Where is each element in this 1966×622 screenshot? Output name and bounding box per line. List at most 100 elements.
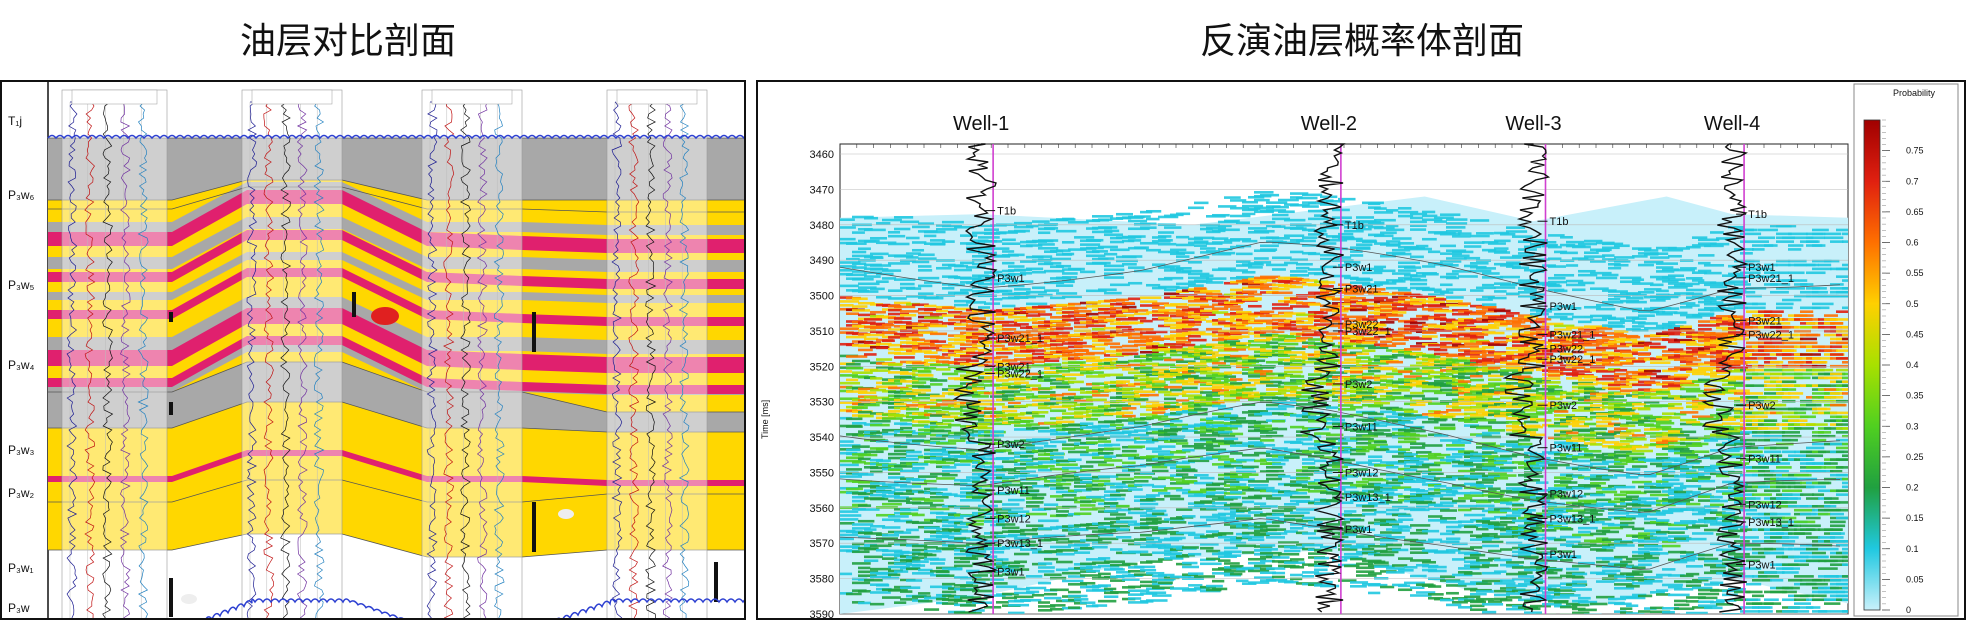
prob-cell	[1296, 317, 1314, 321]
prob-cell	[984, 473, 1005, 477]
prob-cell	[1050, 467, 1069, 471]
prob-cell	[1344, 424, 1364, 428]
prob-cell	[1458, 520, 1474, 523]
prob-cell	[1032, 496, 1045, 500]
prob-cell	[1368, 369, 1381, 373]
prob-cell	[918, 432, 931, 436]
prob-cell	[1260, 571, 1277, 575]
prob-cell	[1212, 424, 1232, 427]
prob-cell	[900, 485, 921, 488]
prob-cell	[1056, 498, 1078, 502]
prob-cell	[1440, 341, 1462, 345]
prob-cell	[1428, 491, 1441, 495]
prob-cell	[1020, 528, 1038, 532]
prob-cell	[858, 492, 874, 496]
prob-cell	[966, 328, 979, 331]
prob-cell	[1350, 413, 1364, 417]
prob-cell	[990, 465, 1004, 468]
prob-cell	[1032, 340, 1048, 344]
prob-cell	[1494, 251, 1511, 254]
prob-cell	[930, 437, 946, 441]
prob-cell	[1248, 557, 1267, 561]
prob-cell	[1014, 221, 1032, 225]
prob-cell	[1158, 239, 1173, 242]
prob-cell	[978, 275, 995, 278]
prob-cell	[1338, 353, 1358, 357]
prob-cell	[1164, 487, 1183, 490]
prob-cell	[906, 404, 927, 407]
prob-cell	[1500, 520, 1516, 524]
prob-cell	[1308, 233, 1328, 236]
prob-cell	[1074, 528, 1087, 531]
prob-cell	[1506, 607, 1526, 611]
prob-cell	[1266, 209, 1287, 212]
prob-cell	[1158, 530, 1179, 534]
prob-cell	[966, 351, 985, 355]
prob-cell	[1506, 311, 1520, 315]
prob-cell	[1044, 363, 1062, 366]
prob-cell	[1032, 270, 1046, 274]
prob-cell	[1302, 462, 1316, 465]
prob-cell	[1266, 434, 1284, 438]
prob-cell	[900, 345, 920, 348]
prob-cell	[1074, 395, 1093, 399]
prob-cell	[1296, 399, 1311, 402]
prob-cell	[1128, 601, 1149, 604]
prob-cell	[984, 555, 998, 558]
prob-cell	[1476, 267, 1496, 270]
prob-cell	[1092, 386, 1109, 389]
prob-cell	[1512, 445, 1534, 449]
prob-cell	[1104, 587, 1117, 591]
prob-cell	[1074, 352, 1095, 356]
prob-cell	[1362, 427, 1376, 430]
prob-cell	[984, 228, 999, 232]
prob-cell	[1062, 377, 1077, 380]
prob-cell	[1272, 513, 1285, 516]
prob-cell	[1470, 234, 1490, 238]
prob-cell	[1074, 551, 1091, 554]
prob-cell	[1152, 551, 1172, 555]
prob-cell	[1062, 272, 1078, 275]
prob-cell	[990, 317, 1005, 321]
prob-cell	[1092, 347, 1106, 350]
log-curve	[476, 101, 488, 618]
prob-cell	[882, 495, 900, 498]
prob-cell	[1422, 420, 1439, 424]
prob-cell	[888, 242, 910, 246]
prob-cell	[966, 242, 985, 246]
prob-cell	[1482, 272, 1500, 275]
prob-cell	[1422, 560, 1436, 564]
unconformity-top	[47, 134, 744, 140]
prob-cell	[1116, 318, 1138, 321]
prob-cell	[1218, 321, 1233, 325]
prob-cell	[1416, 490, 1429, 493]
prob-cell	[1398, 261, 1420, 265]
prob-cell	[996, 558, 1009, 561]
prob-cell	[1410, 508, 1430, 512]
prob-cell	[1290, 491, 1308, 495]
prob-cell	[1380, 531, 1402, 534]
prob-cell	[1506, 483, 1527, 486]
prob-cell	[1206, 448, 1227, 452]
prob-cell	[912, 564, 926, 567]
prob-cell	[924, 316, 943, 319]
prob-cell	[1116, 376, 1138, 380]
prob-cell	[918, 475, 938, 478]
prob-cell	[1230, 491, 1243, 494]
prob-cell	[900, 457, 919, 461]
prob-cell	[942, 415, 958, 419]
prob-cell	[1182, 328, 1199, 331]
prob-cell	[1122, 461, 1136, 465]
prob-cell	[1524, 288, 1537, 291]
prob-cell	[1080, 574, 1102, 577]
prob-cell	[1284, 347, 1306, 350]
prob-cell	[966, 569, 980, 573]
prob-cell	[1434, 411, 1449, 414]
prob-cell	[1434, 391, 1453, 395]
prob-cell	[894, 531, 912, 534]
prob-cell	[894, 395, 916, 398]
prob-cell	[1032, 593, 1045, 597]
prob-cell	[1116, 528, 1129, 531]
prob-cell	[942, 466, 957, 469]
